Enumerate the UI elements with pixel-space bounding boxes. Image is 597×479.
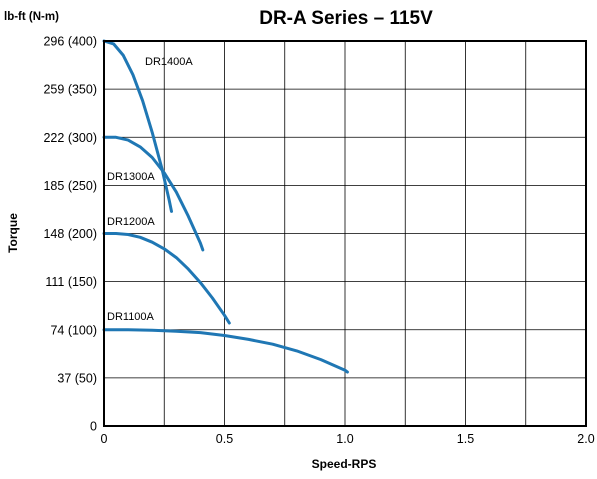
tick-labels: 0 37 (50) 74 (100) 111 (150) 148 (200) 185 (2…	[43, 35, 594, 447]
series-label-dr1100a: DR1100A	[107, 311, 155, 323]
y-tick-label: 185 (250)	[43, 179, 97, 193]
y-tick-label: 259 (350)	[43, 83, 97, 97]
y-tick-label: 148 (200)	[43, 227, 97, 241]
x-tick-label: 2.0	[577, 432, 594, 446]
grid-lines	[104, 41, 586, 426]
y-tick-label: 296 (400)	[43, 35, 97, 49]
series-label-dr1200a: DR1200A	[107, 216, 155, 228]
chart-title: DR-A Series – 115V	[259, 8, 433, 29]
y-tick-label: 74 (100)	[50, 323, 97, 337]
series-label-dr1300a: DR1300A	[107, 171, 155, 183]
x-tick-label: 0	[101, 432, 108, 446]
x-tick-label: 1.5	[457, 432, 474, 446]
y-unit-header: lb-ft (N-m)	[4, 11, 59, 23]
y-tick-label: 222 (300)	[43, 131, 97, 145]
series-label-dr1400a: DR1400A	[145, 56, 193, 68]
series-lines: DR1400A DR1300A DR1200A DR1100A	[102, 39, 349, 374]
y-tick-label: 111 (150)	[45, 275, 97, 289]
x-tick-label: 0.5	[216, 432, 233, 446]
series-line-dr1400a	[102, 39, 173, 213]
plot-frame	[103, 40, 587, 427]
y-tick-label: 0	[90, 420, 97, 434]
y-tick-label: 37 (50)	[57, 371, 97, 385]
x-axis-label: Speed-RPS	[312, 457, 377, 471]
series-line-dr1100a	[102, 328, 349, 374]
series-line-dr1300a	[102, 135, 205, 252]
y-axis-label: Torque	[6, 213, 20, 253]
x-tick-label: 1.0	[336, 432, 353, 446]
series-line-dr1200a	[102, 232, 231, 325]
